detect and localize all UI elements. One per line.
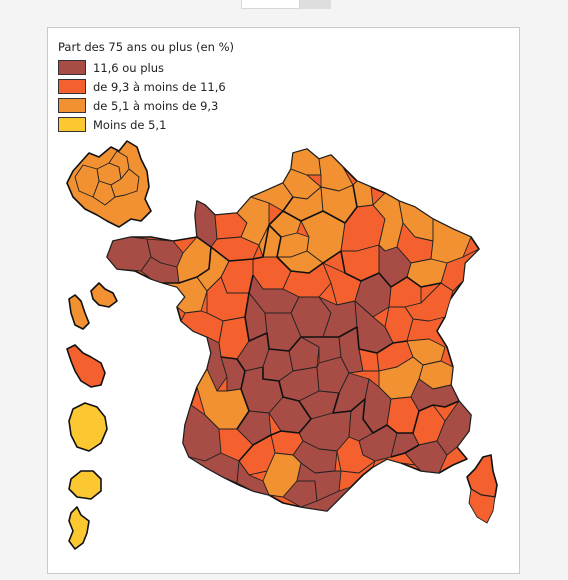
tab-left[interactable] [241,0,300,9]
legend-swatch-low [58,117,86,132]
legend-item-low: Moins de 5,1 [58,115,234,134]
region-boundary-occitanie [390,444,420,458]
legend-item-mid-low: de 5,1 à moins de 9,3 [58,96,234,115]
legend-label-mid-low: de 5,1 à moins de 9,3 [93,98,219,113]
martinique-shape [66,344,106,388]
region-boundary-bourgogne [323,326,408,354]
region-boundary-aquitaine [238,367,312,462]
tab-right[interactable] [300,0,331,9]
inset-guyane [68,402,108,452]
dept-pyrenees-orientales [300,486,352,512]
dept-alpes-maritimes [436,400,472,456]
legend-swatch-mid-high [58,79,86,94]
top-tab-strip [241,0,331,9]
guadeloupe-shape-east [90,282,118,308]
choropleth-map [66,140,498,550]
metropolitan-france [106,148,480,512]
reunion-shape [68,470,102,500]
inset-ile-de-france [66,140,152,228]
region-boundary-auvergne [332,392,460,434]
dept-herault [336,436,376,474]
map-panel: Part des 75 ans ou plus (en %) 11,6 ou p… [47,27,520,574]
map-legend: Part des 75 ans ou plus (en %) 11,6 ou p… [58,40,234,134]
region-boundary-pdl [220,356,250,430]
region-boundary-centre [244,274,323,352]
legend-label-mid-high: de 9,3 à moins de 11,6 [93,79,226,94]
region-boundary-idf [268,224,342,274]
legend-title: Part des 75 ans ou plus (en %) [58,40,234,54]
corse [466,454,498,524]
region-boundary-bretagne [163,236,212,284]
dept-corse-du-sud [468,488,496,524]
dept-charente-maritime [206,336,228,392]
idf-inner-e [74,164,100,198]
idf-inner-d [110,168,140,198]
inset-mayotte [68,506,90,550]
inset-martinique [66,344,106,388]
mayotte-shape [68,506,90,550]
legend-swatch-high [58,60,86,75]
inset-reunion [68,470,102,500]
legend-label-low: Moins de 5,1 [93,117,167,132]
region-boundary-grand-est [340,250,442,288]
guyane-shape [68,402,108,452]
legend-swatch-mid-low [58,98,86,113]
guadeloupe-shape [68,294,90,330]
dept-pas-de-calais [290,148,322,176]
dept-doubs [404,282,454,322]
region-boundary-hdf [282,184,358,224]
legend-item-mid-high: de 9,3 à moins de 11,6 [58,77,234,96]
inset-guadeloupe [68,282,118,330]
legend-item-high: 11,6 ou plus [58,58,234,77]
legend-label-high: 11,6 ou plus [93,60,165,75]
